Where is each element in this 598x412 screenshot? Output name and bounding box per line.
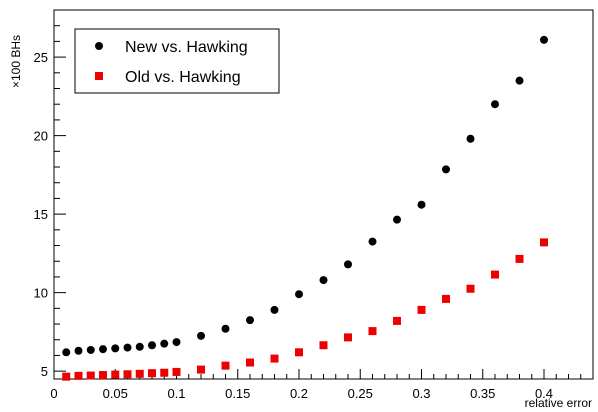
point-old-vs-hawking [135, 369, 144, 378]
point-new-vs-hawking [540, 35, 548, 44]
x-axis-ticks: 0 0.05 0.1 0.15 0.2 0.25 0.3 0.35 0.4 [50, 369, 594, 401]
x-tick-label: 0.4 [535, 386, 553, 401]
point-new-vs-hawking [135, 342, 144, 351]
point-old-vs-hawking [319, 341, 328, 350]
point-new-vs-hawking [319, 276, 328, 285]
point-new-vs-hawking [111, 344, 120, 353]
point-new-vs-hawking [270, 305, 279, 314]
point-old-vs-hawking [393, 316, 401, 325]
x-tick-label: 0.3 [412, 386, 430, 401]
point-new-vs-hawking [491, 100, 499, 109]
x-tick-label: 0.15 [225, 386, 250, 401]
point-new-vs-hawking [86, 345, 95, 354]
point-old-vs-hawking [442, 294, 450, 303]
legend-box [74, 28, 280, 94]
y-tick-label: 15 [34, 207, 48, 222]
point-new-vs-hawking [172, 338, 181, 347]
legend-label-old: Old vs. Hawking [125, 69, 241, 86]
point-old-vs-hawking [160, 368, 169, 377]
y-axis-label: ×100 BHs [9, 35, 23, 88]
point-new-vs-hawking [123, 343, 132, 352]
point-new-vs-hawking [74, 346, 83, 355]
point-old-vs-hawking [74, 371, 83, 380]
point-new-vs-hawking [148, 341, 156, 350]
point-old-vs-hawking [540, 238, 548, 247]
point-old-vs-hawking [86, 371, 95, 380]
point-new-vs-hawking [417, 200, 426, 209]
point-old-vs-hawking [221, 361, 230, 370]
point-new-vs-hawking [160, 339, 169, 348]
point-new-vs-hawking [466, 134, 475, 143]
point-old-vs-hawking [197, 365, 205, 374]
legend-label-new: New vs. Hawking [125, 39, 248, 56]
point-new-vs-hawking [62, 348, 71, 357]
point-old-vs-hawking [246, 358, 254, 367]
point-old-vs-hawking [344, 333, 352, 342]
y-tick-label: 25 [34, 50, 48, 65]
point-old-vs-hawking [123, 370, 132, 379]
point-old-vs-hawking [515, 254, 524, 263]
point-old-vs-hawking [270, 354, 279, 363]
point-old-vs-hawking [172, 367, 181, 376]
point-new-vs-hawking [442, 165, 450, 174]
point-old-vs-hawking [417, 305, 426, 314]
point-old-vs-hawking [466, 284, 475, 293]
y-tick-label: 20 [34, 129, 48, 144]
x-tick-label: 0 [50, 386, 57, 401]
point-old-vs-hawking [368, 327, 377, 336]
point-new-vs-hawking [99, 345, 107, 354]
legend-marker-new [95, 42, 103, 50]
point-new-vs-hawking [295, 290, 303, 299]
y-tick-label: 5 [41, 364, 48, 379]
point-new-vs-hawking [197, 331, 205, 340]
point-new-vs-hawking [368, 237, 377, 246]
y-axis-ticks: 5 10 15 20 25 [34, 9, 66, 379]
point-new-vs-hawking [515, 76, 524, 85]
point-new-vs-hawking [344, 260, 352, 269]
point-new-vs-hawking [221, 324, 230, 333]
point-new-vs-hawking [393, 215, 401, 224]
x-axis-label: relative error [525, 396, 592, 410]
x-tick-label: 0.25 [348, 386, 373, 401]
x-tick-label: 0.05 [103, 386, 128, 401]
point-new-vs-hawking [246, 316, 254, 325]
point-old-vs-hawking [99, 371, 107, 380]
point-old-vs-hawking [62, 372, 71, 381]
legend-marker-old [95, 72, 103, 80]
data-points [62, 35, 548, 381]
point-old-vs-hawking [295, 348, 303, 357]
x-tick-label: 0.2 [290, 386, 308, 401]
x-tick-label: 0.1 [167, 386, 185, 401]
point-old-vs-hawking [491, 270, 499, 279]
y-tick-label: 10 [34, 286, 48, 301]
legend: New vs. Hawking Old vs. Hawking [74, 28, 280, 94]
point-old-vs-hawking [148, 369, 156, 378]
point-old-vs-hawking [111, 370, 120, 379]
x-tick-label: 0.35 [470, 386, 495, 401]
